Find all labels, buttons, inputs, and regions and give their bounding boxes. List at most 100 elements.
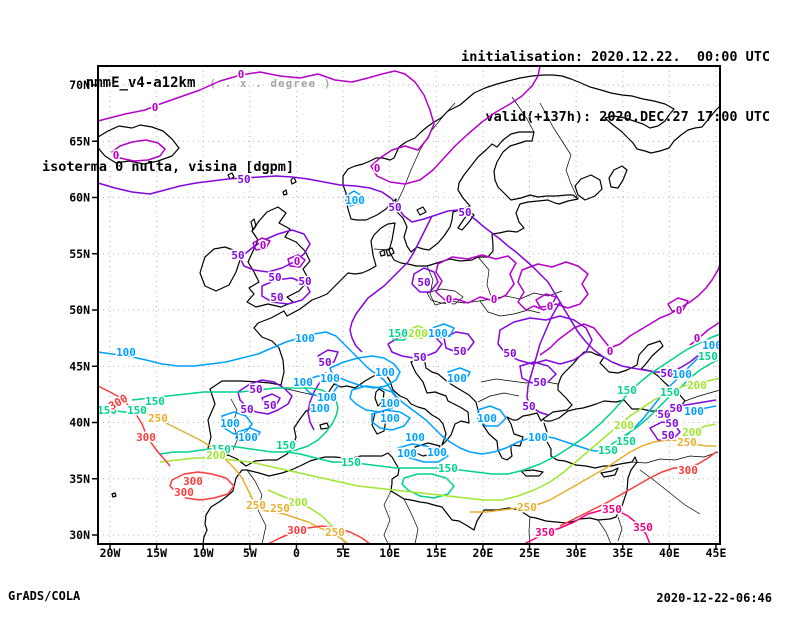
coastline [311,74,721,301]
contour-label: 200 [687,379,707,392]
coastline [111,492,117,498]
contour-label: 50 [268,271,281,284]
contour-label: 50 [318,356,331,369]
country-border [480,378,559,385]
contour-label: 50 [660,367,673,380]
contour-label: 100 [477,412,497,425]
contour-label: 50 [665,417,678,430]
coastline [199,246,241,292]
contour-label: 100 [375,366,395,379]
init-time: initialisation: 2020.12.22. 00:00 UTC [461,49,770,65]
header-right: initialisation: 2020.12.22. 00:00 UTC va… [461,5,770,169]
coastline [385,247,395,257]
contour-label: 150 [145,395,165,408]
contour-label: 0 [547,300,554,313]
country-border [383,490,392,545]
coastline [250,218,257,231]
contour-label: 300 [136,431,156,444]
contour-label: 50 [413,351,426,364]
coastline [246,206,311,308]
contour-label: 250 [148,412,168,425]
country-border [597,519,612,545]
contour-label: 350 [535,526,555,539]
contour-label: 100 [310,402,330,415]
coastline [600,467,619,478]
y-tick-label: 65N [69,134,90,148]
contour-label: 0 [294,255,301,268]
contour-label: 300 [678,464,698,477]
contour-label: 200 [206,449,226,462]
coastline [608,165,628,189]
creation-timestamp: 2020-12-22-06:46 [656,591,772,605]
contour-label: 250 [325,526,345,539]
y-tick-label: 55N [69,247,90,261]
contour-label: 100 [447,372,467,385]
contour-label: 150 [660,386,680,399]
contour-label: 100 [238,431,258,444]
contour-label: 50 [231,249,244,262]
contour-label: 50 [657,408,670,421]
contour-level-200 [159,325,721,545]
x-tick-label: 10W [193,546,214,560]
y-tick-label: 60N [69,191,90,205]
contour-label: 100 [345,194,365,207]
contour-label: 250 [517,501,537,514]
x-tick-label: 40E [659,546,680,560]
contour-label: 50 [263,399,276,412]
contour-label: 50 [669,402,682,415]
contour-level-100 [97,190,721,463]
contour-label: 0 [238,68,245,81]
plot-frame [97,65,721,545]
y-tick-label: 70N [69,78,90,92]
x-tick-label: 5E [336,546,350,560]
coastline [282,189,288,196]
y-tick-label: 40N [69,416,90,430]
contour-level-0 [97,65,721,356]
contour-label: 0 [152,101,159,114]
contour-label: 50 [298,275,311,288]
coastline [97,124,180,165]
contour-label: 300 [183,475,203,488]
contour-label: 150 [438,462,458,475]
contour-level-150 [97,329,721,499]
contour-label: 100 [293,376,313,389]
coastline [542,340,686,422]
contour-label: 100 [397,447,417,460]
country-border [246,469,267,545]
contour-label: 0 [260,239,267,252]
x-tick-label: 30E [566,546,587,560]
contour-label: 100 [380,397,400,410]
contour-label: 300 [174,486,194,499]
contour-level-50 [97,175,721,441]
contour-label: 0 [676,304,683,317]
contour-label: 100 [427,446,447,459]
y-tick-label: 30N [69,528,90,542]
contour-label: 0 [607,345,614,358]
contour-label: 250 [677,436,697,449]
contour-label: 100 [672,368,692,381]
field-title: isoterma 0 nulta, visina [dgpm] [42,159,294,175]
contour-label: 100 [380,412,400,425]
contour-label: 150 [617,384,637,397]
x-tick-label: 5W [243,546,257,560]
country-border [617,516,623,542]
contour-label: 150 [211,443,231,456]
contour-label: 200 [614,419,634,432]
contour-label: 50 [249,383,262,396]
contour-label: 100 [295,332,315,345]
contour-level-300 [97,385,717,545]
x-tick-label: 35E [612,546,633,560]
x-tick-label: 10E [379,546,400,560]
contour-label: 50 [533,376,546,389]
contour-label: 50 [522,400,535,413]
y-tick-label: 50N [69,303,90,317]
x-tick-label: 45E [706,546,727,560]
country-border [539,102,579,200]
model-title: nmmE_v4-a12km [85,75,196,91]
contour-label: 50 [503,347,516,360]
coastline [374,388,385,407]
contour-label: 50 [458,206,471,219]
contour-layer [97,65,721,545]
